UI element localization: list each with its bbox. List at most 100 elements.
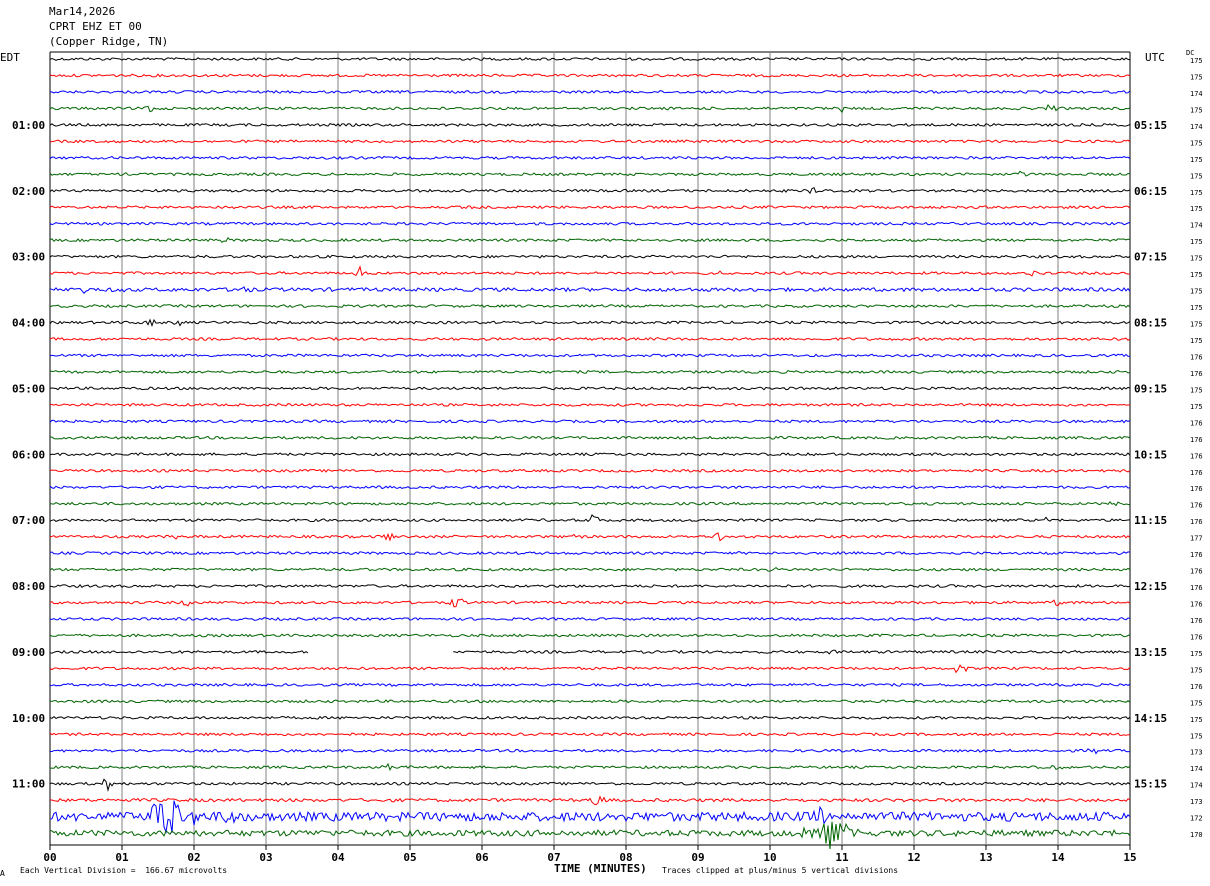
trace-line: [49, 649, 309, 654]
dc-value-label: 176: [1190, 353, 1203, 361]
x-tick-label: 15: [1123, 851, 1136, 864]
trace-line: [49, 221, 1131, 226]
trace-line: [49, 353, 1131, 358]
dc-value-label: 175: [1190, 106, 1203, 114]
trace-line: [49, 286, 1131, 294]
trace-line: [49, 778, 1131, 792]
dc-value-label: 175: [1190, 650, 1203, 658]
dc-value-label: 175: [1190, 139, 1203, 147]
x-tick-label: 01: [115, 851, 129, 864]
trace-line: [49, 254, 1131, 259]
dc-value-label: 175: [1190, 304, 1203, 312]
x-tick-label: 00: [43, 851, 56, 864]
x-tick-label: 14: [1051, 851, 1065, 864]
right-time-label: 15:15: [1134, 778, 1167, 791]
x-tick-label: 11: [835, 851, 849, 864]
dc-value-label: 175: [1190, 238, 1203, 246]
left-time-label: 04:00: [12, 317, 45, 330]
station-location: (Copper Ridge, TN): [49, 35, 169, 48]
trace-line: [49, 122, 1131, 127]
right-time-label: 08:15: [1134, 317, 1167, 330]
dc-value-label: 175: [1190, 403, 1203, 411]
x-tick-label: 04: [331, 851, 345, 864]
dc-value-label: 175: [1190, 699, 1203, 707]
right-time-label: 14:15: [1134, 712, 1167, 725]
x-tick-label: 02: [187, 851, 200, 864]
dc-value-label: 174: [1190, 123, 1203, 131]
dc-value-label: 174: [1190, 222, 1203, 230]
dc-value-label: 175: [1190, 172, 1203, 180]
left-time-label: 03:00: [12, 251, 45, 264]
dc-value-label: 176: [1190, 568, 1203, 576]
dc-value-label: 175: [1190, 255, 1203, 263]
left-time-label: 06:00: [12, 448, 45, 461]
right-time-label: 13:15: [1134, 646, 1167, 659]
right-timezone-label: UTC: [1145, 51, 1165, 64]
dc-value-label: 174: [1190, 765, 1203, 773]
trace-line: [49, 170, 1131, 177]
trace-line: [49, 598, 1131, 608]
dc-value-label: 175: [1190, 666, 1203, 674]
record-date: Mar14,2026: [49, 5, 116, 18]
clip-note: Traces clipped at plus/minus 5 vertical …: [662, 866, 899, 875]
dc-value-label: 172: [1190, 815, 1203, 823]
trace-line: [49, 551, 1131, 556]
dc-value-label: 176: [1190, 584, 1203, 592]
left-time-label: 07:00: [12, 514, 45, 527]
trace-line: [49, 265, 1131, 277]
dc-value-label: 176: [1190, 633, 1203, 641]
trace-line: [49, 139, 1131, 144]
trace-line: [49, 452, 1131, 457]
right-time-label: 05:15: [1134, 119, 1167, 132]
dc-value-label: 170: [1190, 831, 1203, 839]
right-time-label: 06:15: [1134, 185, 1167, 198]
trace-line: [49, 715, 1131, 720]
trace-line: [49, 732, 1131, 737]
trace-line: [453, 649, 1130, 655]
dc-value-label: 176: [1190, 518, 1203, 526]
trace-line: [49, 800, 1131, 834]
dc-value-label: 176: [1190, 683, 1203, 691]
right-time-label: 07:15: [1134, 251, 1167, 264]
dc-value-label: 175: [1190, 156, 1203, 164]
dc-value-label: 176: [1190, 469, 1203, 477]
trace-line: [49, 369, 1131, 374]
dc-value-label: 174: [1190, 90, 1203, 98]
dc-value-label: 173: [1190, 749, 1203, 757]
trace-line: [49, 633, 1131, 638]
x-tick-label: 03: [259, 851, 272, 864]
station-code: CPRT EHZ ET 00: [49, 20, 142, 33]
trace-line: [50, 762, 1131, 772]
left-timezone-label: EDT: [0, 51, 20, 64]
trace-line: [49, 514, 1131, 523]
trace-line: [49, 187, 1131, 195]
dc-value-label: 176: [1190, 485, 1203, 493]
left-time-label: 02:00: [12, 185, 45, 198]
right-time-label: 11:15: [1134, 514, 1167, 527]
dc-value-label: 175: [1190, 57, 1203, 65]
trace-line: [49, 89, 1131, 94]
trace-line: [49, 699, 1131, 704]
dc-value-label: 176: [1190, 551, 1203, 559]
x-axis-title: TIME (MINUTES): [554, 862, 647, 875]
left-time-label: 01:00: [12, 119, 45, 132]
dc-value-label: 176: [1190, 601, 1203, 609]
right-time-label: 12:15: [1134, 580, 1167, 593]
dc-value-label: 174: [1190, 782, 1203, 790]
dc-value-label: 175: [1190, 732, 1203, 740]
trace-line: [49, 155, 1131, 160]
x-tick-label: 07: [547, 851, 560, 864]
x-tick-label: 05: [403, 851, 416, 864]
dc-value-label: 175: [1190, 73, 1203, 81]
trace-line: [49, 682, 1131, 687]
dc-value-label: 176: [1190, 370, 1203, 378]
trace-line: [49, 664, 1131, 674]
dc-value-label: 177: [1190, 535, 1203, 543]
dc-value-label: 173: [1190, 798, 1203, 806]
trace-line: [49, 73, 1131, 78]
dc-value-label: 176: [1190, 452, 1203, 460]
right-time-label: 09:15: [1134, 382, 1167, 395]
dc-value-label: 176: [1190, 617, 1203, 625]
trace-line: [49, 104, 1131, 114]
